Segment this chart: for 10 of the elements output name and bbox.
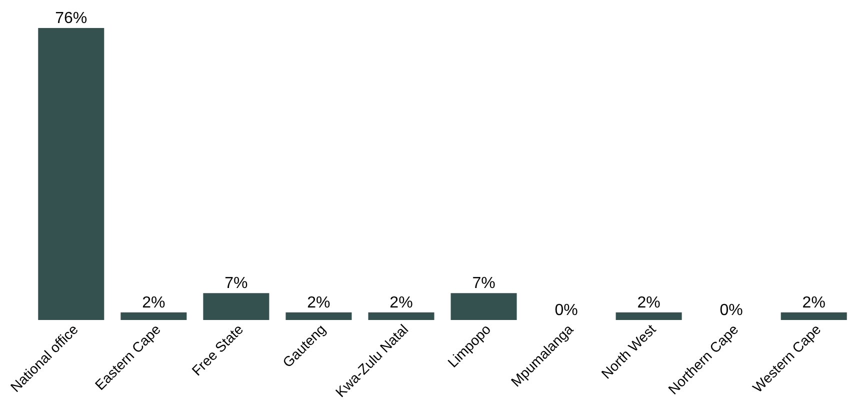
data-label: 0%	[720, 302, 743, 319]
data-label: 7%	[224, 275, 248, 292]
data-label: 2%	[142, 294, 166, 312]
data-label: 2%	[802, 294, 826, 312]
data-label: 2%	[390, 294, 413, 312]
data-label: 2%	[637, 294, 660, 312]
data-label: 76%	[55, 10, 88, 27]
data-label: 7%	[472, 275, 496, 292]
data-label: 0%	[554, 302, 578, 319]
data-label: 2%	[307, 294, 330, 312]
